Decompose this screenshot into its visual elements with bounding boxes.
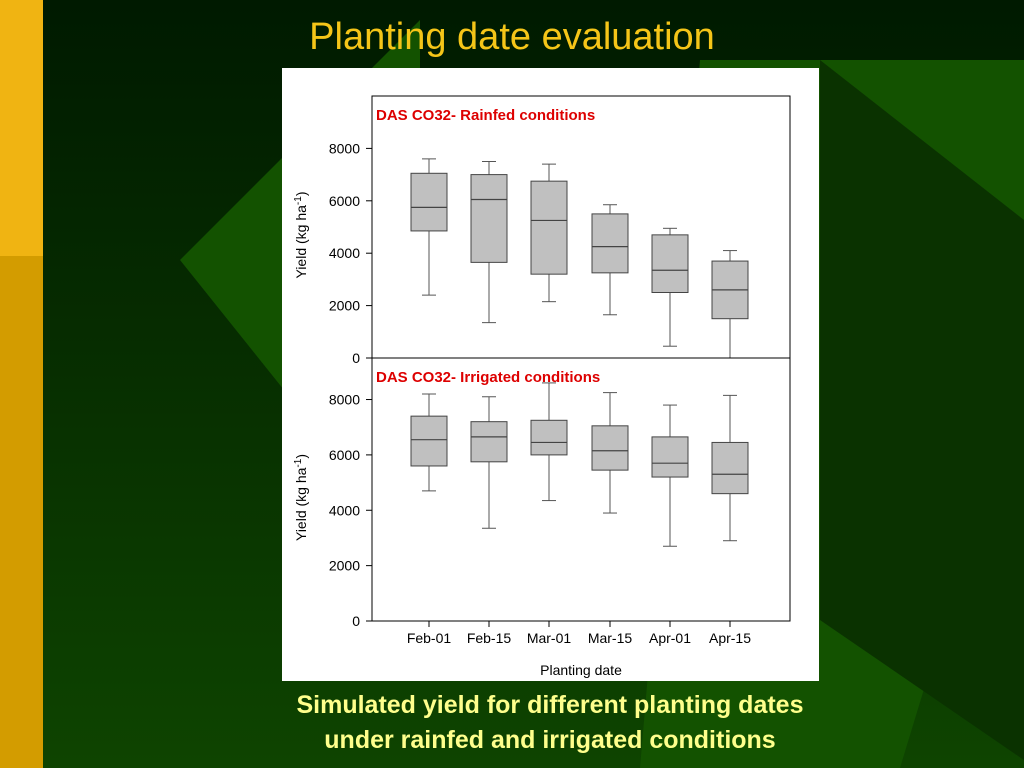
y-tick-label: 4000 [329,245,360,261]
box-plot-chart: DAS CO32- Rainfed conditions 0 2000 4000 600… [293,95,791,678]
box-feb-15 [470,421,508,463]
accent-bar-bottom [0,256,43,768]
x-axis-label: Planting date [540,662,622,678]
box-apr-01 [651,436,689,478]
y-tick-label: 0 [352,613,360,629]
slide-title: Planting date evaluation [309,16,715,58]
y-tick-label: 6000 [329,447,360,463]
y-tick-label: 2000 [329,558,360,574]
x-tick-label: Feb-01 [407,630,452,646]
caption-line-2: under rainfed and irrigated conditions [324,726,776,754]
y-tick-label: 6000 [329,193,360,209]
box-feb-01 [410,172,448,232]
box-feb-15 [470,174,508,263]
box-mar-15 [591,425,629,471]
box-feb-01 [410,415,448,467]
y-tick-label: 4000 [329,502,360,518]
x-tick-label: Mar-01 [527,630,572,646]
x-tick-label: Apr-01 [649,630,691,646]
background-right-dark [820,60,1024,760]
y-tick-label: 8000 [329,140,360,156]
x-tick-label: Mar-15 [588,630,633,646]
accent-bar-top [0,0,43,256]
x-tick-label: Apr-15 [709,630,751,646]
box-apr-01 [651,234,689,293]
y-axis-label-2: Yield (kg ha-1) [293,454,309,541]
plot-frame-2 [371,357,791,622]
caption-line-1: Simulated yield for different planting d… [296,691,804,719]
x-tick-label: Feb-15 [467,630,512,646]
y-axis-label-1: Yield (kg ha-1) [293,192,309,279]
panel-label-1: DAS CO32- Rainfed conditions [376,107,595,124]
figure-panel: DAS CO32- Rainfed conditions 0 2000 4000 600… [282,68,819,681]
panel-label-2: DAS CO32- Irrigated conditions [376,369,600,386]
slide-caption: Simulated yield for different planting d… [0,688,1024,758]
box-mar-15 [591,213,629,274]
y-tick-label: 0 [352,350,360,366]
y-tick-label: 2000 [329,298,360,314]
box-apr-15 [711,441,749,495]
box-mar-01 [530,419,568,456]
box-mar-01 [530,180,568,275]
y-tick-label: 8000 [329,392,360,408]
